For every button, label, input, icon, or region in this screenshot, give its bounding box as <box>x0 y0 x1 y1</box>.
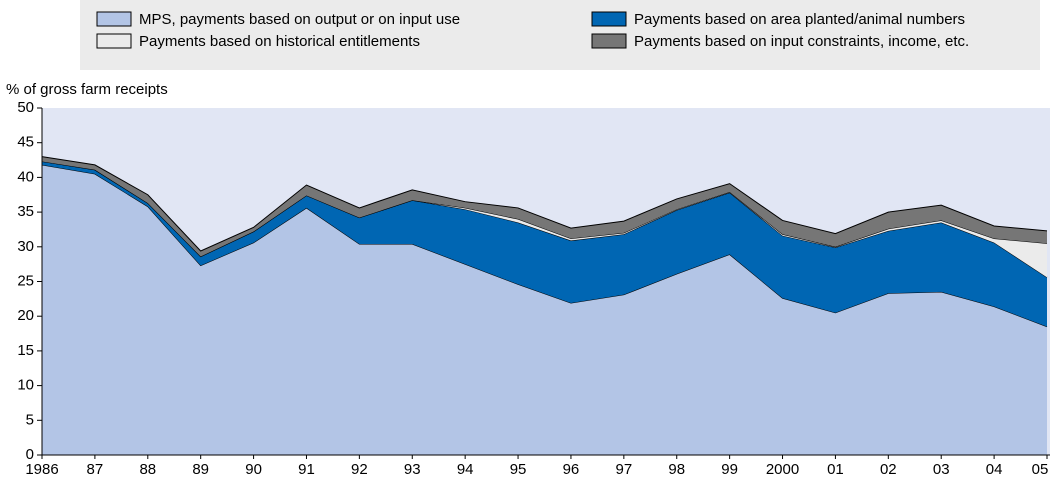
x-tick-label: 1986 <box>25 461 58 478</box>
x-tick-label: 92 <box>351 461 368 478</box>
x-tick-label: 98 <box>668 461 685 478</box>
legend-swatch <box>96 11 132 27</box>
x-tick-label: 02 <box>880 461 897 478</box>
y-tick-label: 50 <box>17 99 34 116</box>
y-tick-label: 45 <box>17 134 34 151</box>
x-tick-label: 95 <box>510 461 527 478</box>
x-tick-label: 87 <box>87 461 104 478</box>
x-tick-label: 97 <box>615 461 632 478</box>
y-tick-label: 5 <box>26 411 34 428</box>
x-tick-label: 93 <box>404 461 421 478</box>
x-tick-label: 99 <box>721 461 738 478</box>
legend-swatch <box>591 33 627 49</box>
y-tick-label: 30 <box>17 238 34 255</box>
legend-label: Payments based on historical entitlement… <box>139 33 420 50</box>
x-tick-label: 01 <box>827 461 844 478</box>
legend-swatch <box>591 11 627 27</box>
y-tick-label: 0 <box>26 446 34 463</box>
area-edge <box>41 156 1048 252</box>
legend-swatch <box>96 33 132 49</box>
x-tick-label: 04 <box>986 461 1003 478</box>
x-tick-label: 91 <box>298 461 315 478</box>
area <box>42 164 1047 455</box>
y-tick-label: 25 <box>17 272 34 289</box>
area <box>42 156 1047 257</box>
x-tick-label: 89 <box>192 461 209 478</box>
legend-label: Payments based on area planted/animal nu… <box>634 11 965 28</box>
x-tick-label: 03 <box>933 461 950 478</box>
y-tick-label: 10 <box>17 377 34 394</box>
y-tick-label: 40 <box>17 168 34 185</box>
legend-box <box>80 0 1040 70</box>
y-tick-label: 20 <box>17 307 34 324</box>
area-edge <box>41 164 1048 328</box>
x-tick-label: 96 <box>563 461 580 478</box>
y-axis-label: % of gross farm receipts <box>6 81 168 98</box>
x-tick-label: 88 <box>139 461 156 478</box>
y-tick-label: 15 <box>17 342 34 359</box>
y-tick-label: 35 <box>17 203 34 220</box>
legend-label: Payments based on input constraints, inc… <box>634 33 969 50</box>
x-tick-label: 90 <box>245 461 262 478</box>
areas <box>41 156 1048 455</box>
area <box>42 161 1047 327</box>
x-tick-label: 94 <box>457 461 474 478</box>
legend-label: MPS, payments based on output or on inpu… <box>139 11 460 28</box>
x-tick-label: 2000 <box>766 461 799 478</box>
x-tick-label: 05 <box>1032 461 1049 478</box>
